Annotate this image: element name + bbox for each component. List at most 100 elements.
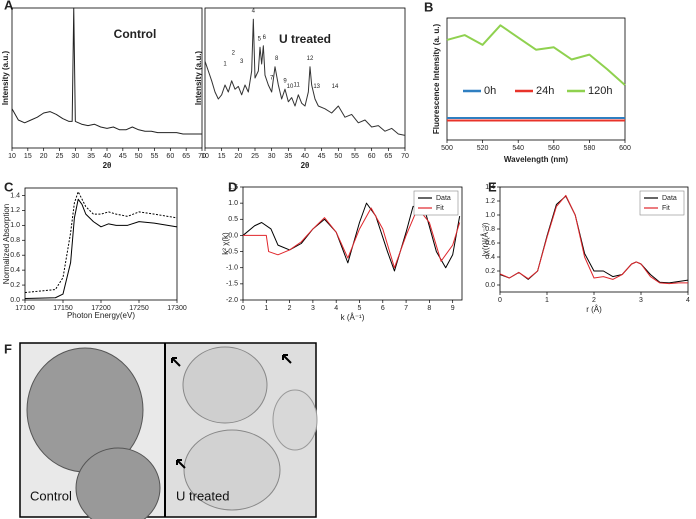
y-tick-label: 1.2 xyxy=(10,207,20,214)
chart-title: Control xyxy=(114,27,157,41)
legend-label: Data xyxy=(436,195,451,202)
data-line xyxy=(11,7,202,135)
legend-label: 120h xyxy=(588,85,612,97)
x-tick-label: 7 xyxy=(404,305,408,312)
x-tick-label: 1 xyxy=(264,305,268,312)
x-tick-label: 50 xyxy=(135,153,143,160)
annotation: 7 xyxy=(270,76,274,82)
y-tick-label: 0.5 xyxy=(228,216,238,223)
x-axis-label: r (Å) xyxy=(586,305,602,314)
x-tick-label: 25 xyxy=(251,153,259,160)
x-tick-label: 2 xyxy=(592,297,596,304)
plot-frame xyxy=(204,7,406,149)
y-tick-label: -2.0 xyxy=(226,297,238,304)
x-tick-label: 1 xyxy=(545,297,549,304)
y-tick-label: 1.4 xyxy=(485,184,495,191)
y-tick-label: -1.5 xyxy=(226,281,238,288)
y-axis-label: k² χ(k) xyxy=(221,232,230,255)
x-tick-label: 10 xyxy=(8,153,16,160)
x-tick-label: 30 xyxy=(71,153,79,160)
x-tick-label: 9 xyxy=(451,305,455,312)
y-tick-label: 1.0 xyxy=(10,222,20,229)
y-tick-label: 0.2 xyxy=(485,268,495,275)
x-axis-label: Wavelength (nm) xyxy=(504,155,568,164)
x-axis-label: 2θ xyxy=(103,161,112,170)
y-tick-label: 0.0 xyxy=(228,232,238,239)
x-tick-label: 20 xyxy=(234,153,242,160)
cell xyxy=(182,346,268,424)
y-axis-label: Intensity (a.u.) xyxy=(194,51,203,106)
x-axis-label: k (Å⁻¹) xyxy=(341,313,365,322)
x-tick-label: 25 xyxy=(56,153,64,160)
x-tick-label: 17150 xyxy=(53,305,73,312)
y-tick-label: 0.6 xyxy=(485,240,495,247)
x-tick-label: 0 xyxy=(498,297,502,304)
y-axis-label: Intensity (a.u.) xyxy=(1,51,10,106)
legend-label: Fit xyxy=(662,205,670,212)
x-tick-label: 15 xyxy=(24,153,32,160)
x-tick-label: 55 xyxy=(351,153,359,160)
x-tick-label: 60 xyxy=(166,153,174,160)
annotation: 3 xyxy=(240,59,244,65)
data-line xyxy=(243,207,461,269)
annotation: 1 xyxy=(223,62,227,68)
x-tick-label: 580 xyxy=(584,145,596,152)
data-line xyxy=(24,198,178,300)
x-tick-label: 500 xyxy=(441,145,453,152)
x-tick-label: 4 xyxy=(686,297,690,304)
legend-label: 0h xyxy=(484,85,496,97)
micrograph-label: Control xyxy=(30,488,72,503)
panel-label: A xyxy=(4,0,14,12)
data-line xyxy=(242,202,461,272)
x-tick-label: 70 xyxy=(198,153,206,160)
y-tick-label: 0.2 xyxy=(10,282,20,289)
y-tick-label: 1.0 xyxy=(485,212,495,219)
x-tick-label: 2 xyxy=(288,305,292,312)
x-tick-label: 40 xyxy=(301,153,309,160)
annotation: 13 xyxy=(313,84,320,90)
x-tick-label: 17100 xyxy=(15,305,35,312)
plot-frame xyxy=(446,17,626,141)
x-tick-label: 5 xyxy=(358,305,362,312)
y-tick-label: 1.5 xyxy=(228,184,238,191)
y-axis-label: Fluorescence Intensity (a. u.) xyxy=(432,24,441,135)
x-tick-label: 520 xyxy=(477,145,489,152)
cell xyxy=(272,389,318,451)
x-tick-label: 0 xyxy=(241,305,245,312)
x-tick-label: 60 xyxy=(368,153,376,160)
x-tick-label: 6 xyxy=(381,305,385,312)
x-tick-label: 15 xyxy=(218,153,226,160)
data-line xyxy=(204,18,406,136)
x-tick-label: 35 xyxy=(284,153,292,160)
x-tick-label: 35 xyxy=(87,153,95,160)
chart-title: U treated xyxy=(279,32,331,46)
annotation: 11 xyxy=(294,83,301,89)
y-tick-label: 0.0 xyxy=(10,297,20,304)
arrow xyxy=(171,357,181,367)
x-tick-label: 30 xyxy=(268,153,276,160)
plot-frame xyxy=(242,186,463,301)
panel-label: F xyxy=(4,341,12,356)
cell xyxy=(183,429,281,511)
y-tick-label: 0.8 xyxy=(485,226,495,233)
x-tick-label: 17200 xyxy=(91,305,111,312)
plot-frame xyxy=(24,187,178,301)
annotation: 12 xyxy=(307,56,314,62)
x-axis-label: Photon Energy(eV) xyxy=(67,311,135,320)
annotation: 5 xyxy=(258,36,262,42)
plot-frame xyxy=(11,7,203,149)
data-line xyxy=(446,24,626,86)
data-line xyxy=(24,191,178,294)
x-tick-label: 10 xyxy=(201,153,209,160)
legend-label: Fit xyxy=(436,205,444,212)
x-tick-label: 45 xyxy=(119,153,127,160)
arrow xyxy=(176,459,186,469)
x-tick-label: 70 xyxy=(401,153,409,160)
annotation: 14 xyxy=(332,84,339,90)
x-tick-label: 17250 xyxy=(129,305,149,312)
x-tick-label: 45 xyxy=(318,153,326,160)
y-tick-label: 0.8 xyxy=(10,237,20,244)
x-tick-label: 3 xyxy=(639,297,643,304)
x-tick-label: 55 xyxy=(151,153,159,160)
